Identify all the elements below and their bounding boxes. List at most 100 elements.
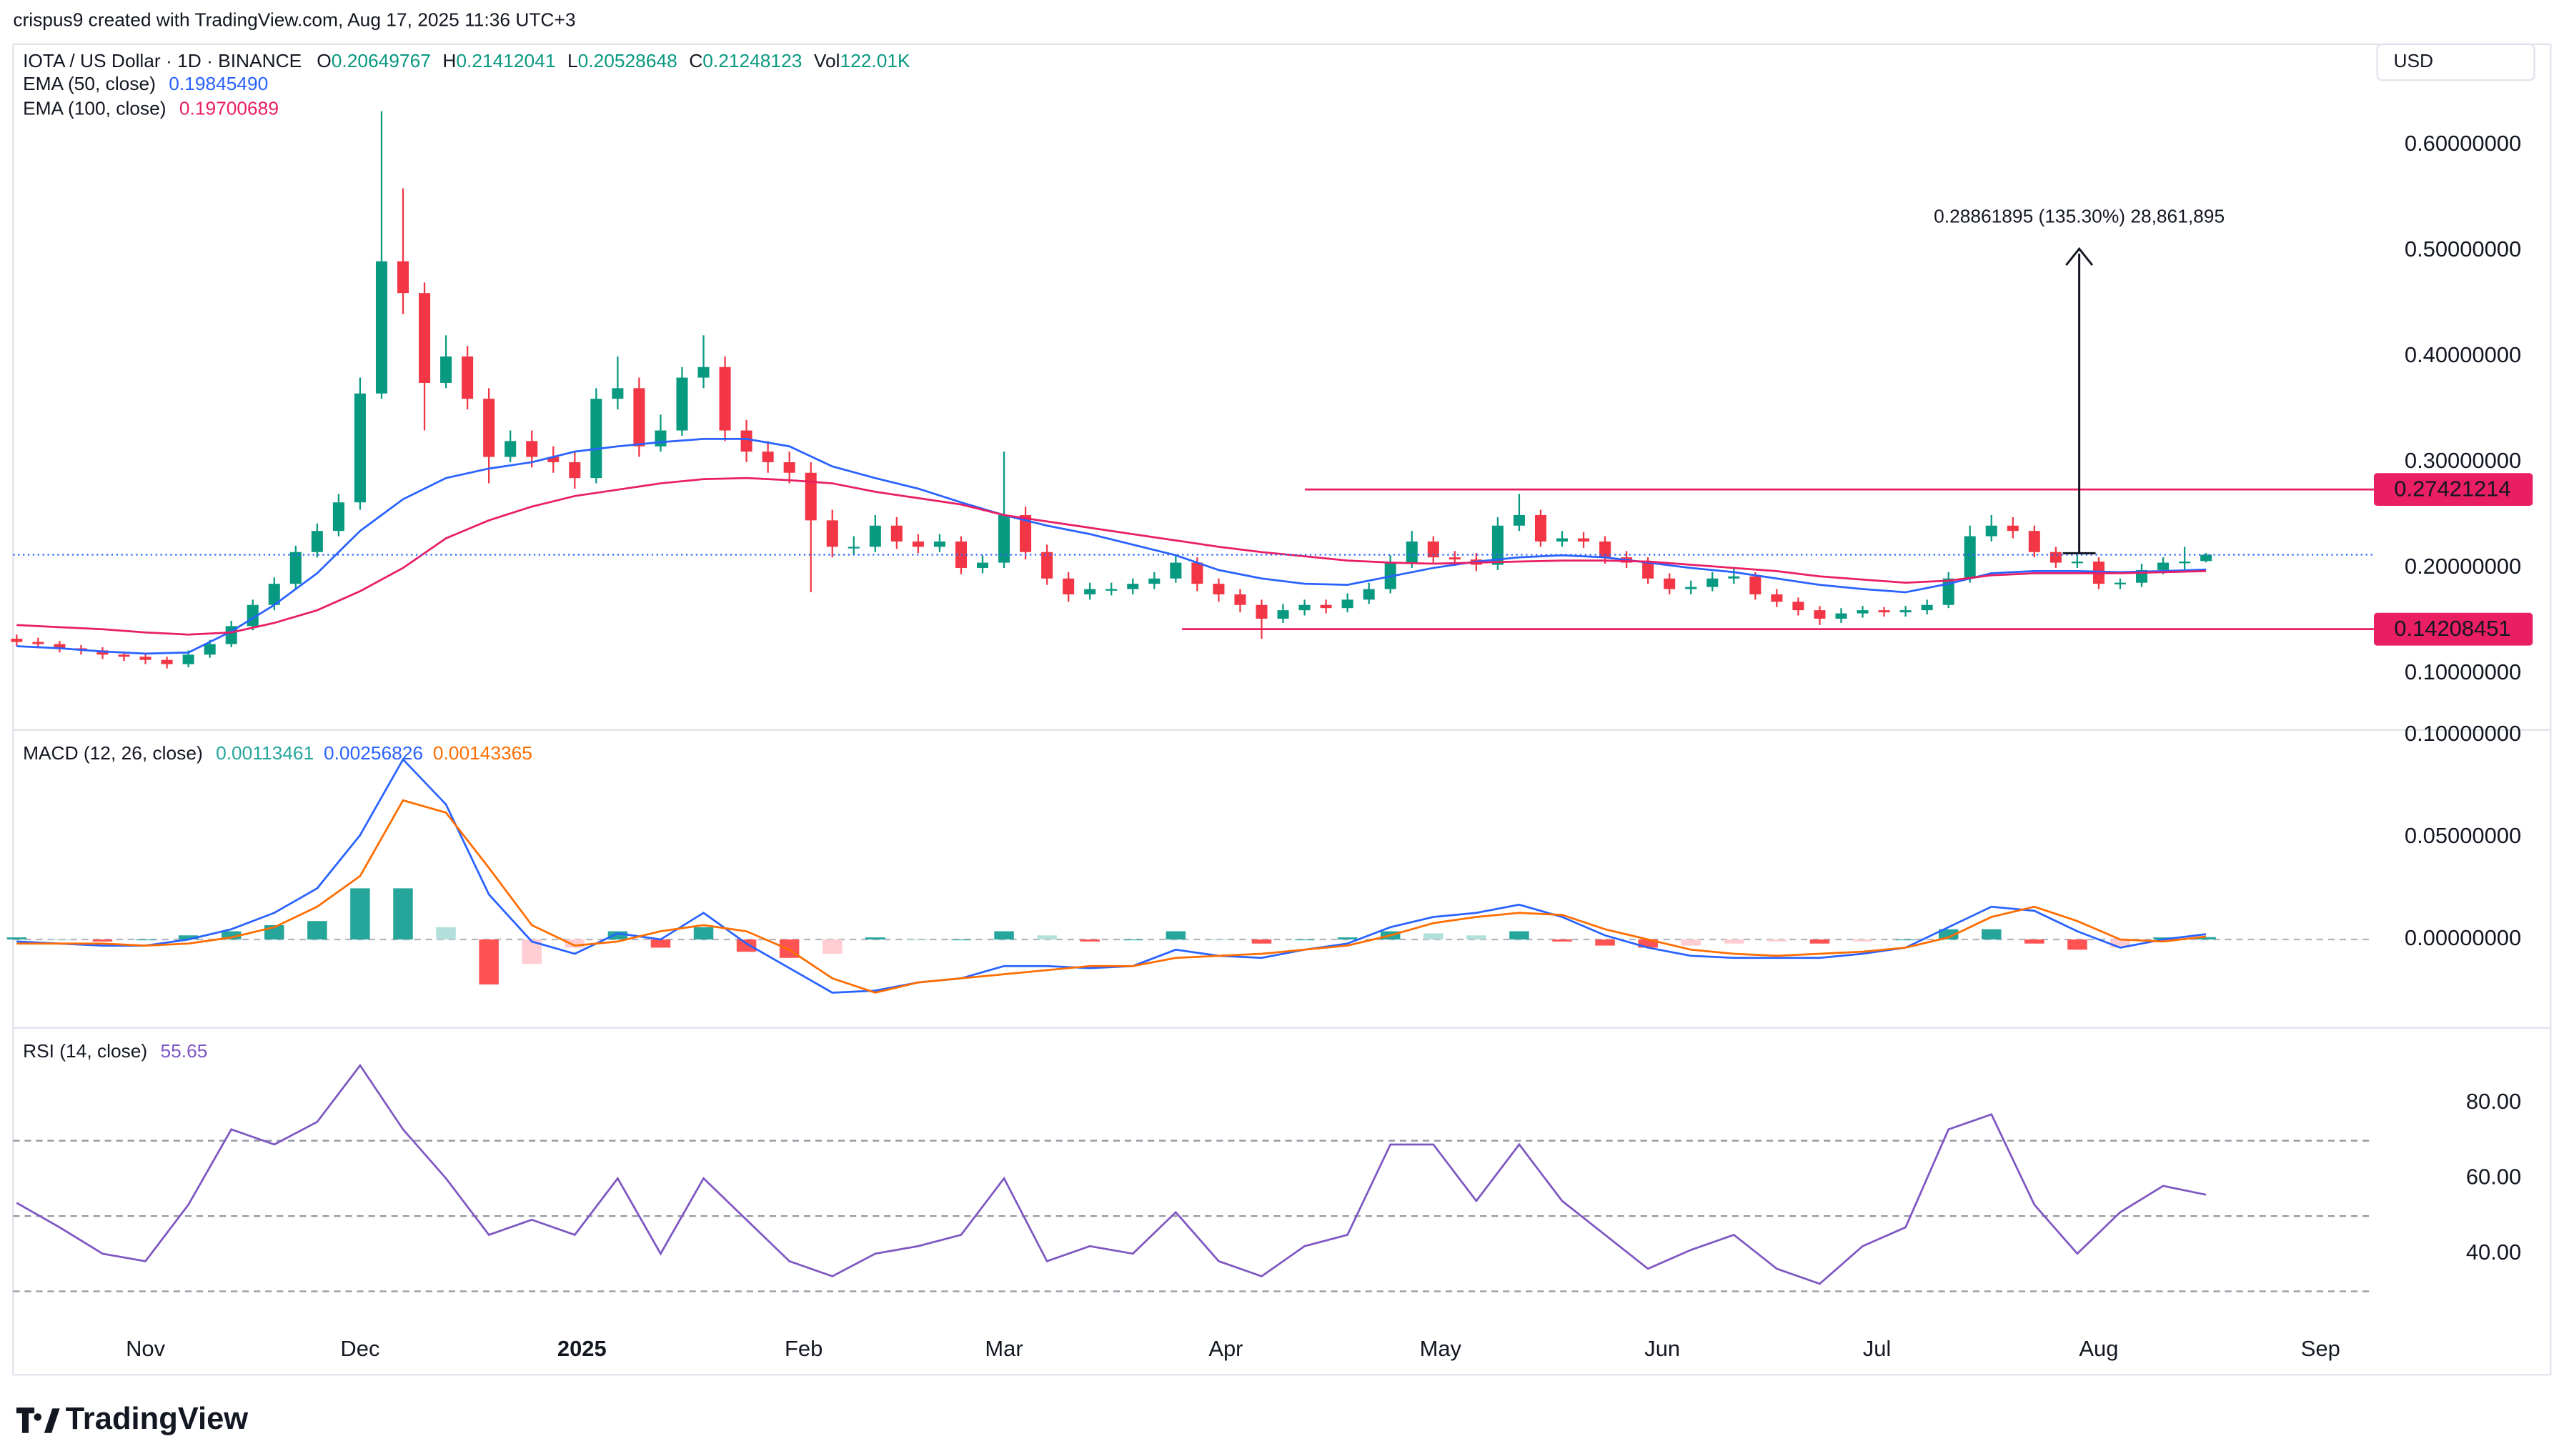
- legend-label: O: [317, 50, 331, 71]
- candle-body: [633, 388, 645, 447]
- macd-line: [16, 757, 2207, 994]
- legend-value: 0.21248123: [702, 50, 802, 71]
- histogram-bar: [1466, 935, 1486, 939]
- candle-body: [1771, 594, 1783, 602]
- candle-body: [1857, 610, 1869, 614]
- y-tick-label: 60.00: [2466, 1165, 2521, 1190]
- histogram-bar: [2024, 939, 2044, 944]
- candle-body: [2157, 562, 2170, 570]
- candle-body: [1664, 578, 1676, 589]
- candle-body: [2179, 562, 2191, 564]
- candle-body: [289, 552, 302, 584]
- candle-body: [2028, 531, 2040, 552]
- candle-body: [569, 462, 581, 479]
- candle-body: [1749, 576, 1762, 594]
- legend-value: 122.01K: [840, 50, 910, 71]
- y-tick-label: 0.30000000: [2405, 448, 2521, 473]
- candle-body: [1491, 525, 1504, 565]
- x-tick-label: Apr: [1208, 1336, 1243, 1361]
- legend-label: EMA (50, close): [23, 73, 156, 94]
- symbol-title: IOTA / US Dollar · 1D · BINANCE: [23, 50, 302, 71]
- histogram-bar: [1767, 939, 1787, 942]
- brand-logo: [16, 1407, 60, 1433]
- candle-body: [655, 430, 667, 447]
- histogram-bar: [307, 921, 327, 939]
- histogram-bar: [1724, 939, 1744, 944]
- rsi-line: [16, 1063, 2207, 1285]
- candle-body: [462, 356, 474, 399]
- candle-body: [783, 462, 795, 473]
- candle-body: [375, 261, 387, 394]
- histogram-bar: [2196, 937, 2216, 939]
- legend-label: EMA (100, close): [23, 97, 166, 119]
- x-tick-label: Jul: [1863, 1336, 1892, 1361]
- histogram-bar: [1294, 939, 1315, 941]
- histogram-bar: [1123, 939, 1143, 941]
- y-tick-label: 0.50000000: [2405, 236, 2521, 261]
- candle-body: [697, 367, 710, 378]
- candle-body: [1298, 604, 1311, 611]
- candle-body: [96, 650, 109, 655]
- candle-body: [1148, 578, 1161, 584]
- histogram-bar: [865, 937, 885, 939]
- candle-body: [1556, 538, 1569, 542]
- legend-label: MACD (12, 26, close): [23, 742, 203, 764]
- candle-body: [1191, 562, 1203, 584]
- legend-value: 0.00256826: [324, 742, 423, 764]
- x-tick-label: May: [1420, 1336, 1462, 1361]
- candle-body: [1513, 514, 1525, 526]
- candle-body: [1599, 541, 1611, 558]
- candle-body: [590, 399, 602, 479]
- macd-line: [16, 799, 2207, 994]
- histogram-bar: [951, 939, 971, 941]
- candle-body: [440, 356, 452, 383]
- x-tick-label: Sep: [2301, 1336, 2340, 1361]
- legend: IOTA / US Dollar · 1D · BINANCE O0.20649…: [23, 50, 910, 71]
- ema-line: [16, 477, 2207, 636]
- histogram-bar: [6, 937, 27, 939]
- candle-body: [1706, 578, 1719, 587]
- measure-arrow: 0.28861895 (135.30%) 28,861,895: [1934, 206, 2225, 554]
- x-tick-label: Aug: [2079, 1336, 2118, 1361]
- candle-body: [2200, 554, 2212, 562]
- candle-body: [1964, 536, 1976, 579]
- histogram-bar: [178, 935, 199, 939]
- histogram-bar: [1938, 929, 1959, 939]
- legend-label: RSI (14, close): [23, 1040, 147, 1062]
- histogram-bar: [393, 888, 413, 939]
- histogram-bar: [1337, 937, 1358, 939]
- candle-body: [2007, 525, 2019, 532]
- ema-line: [16, 438, 2207, 655]
- x-tick-label: Jun: [1644, 1336, 1680, 1361]
- candle-body: [1213, 584, 1225, 594]
- candle-body: [1685, 587, 1697, 589]
- brand: TradingView: [16, 1402, 248, 1436]
- candle-body: [1234, 594, 1246, 605]
- candle-body: [32, 642, 44, 644]
- candle-body: [1041, 552, 1053, 579]
- histogram-bar: [135, 939, 156, 941]
- candles: [11, 111, 2212, 669]
- candle-body: [204, 644, 216, 655]
- candle-body: [397, 261, 409, 294]
- histogram-bar: [822, 939, 843, 954]
- candle-body: [419, 293, 431, 383]
- histogram-bar: [994, 931, 1014, 939]
- candle-body: [1921, 604, 1933, 611]
- histogram-bar: [479, 939, 499, 984]
- histogram-bar: [49, 939, 70, 941]
- histogram-bar: [1423, 933, 1444, 939]
- measure-label: 0.28861895 (135.30%) 28,861,895: [1934, 206, 2225, 227]
- candle-body: [332, 502, 344, 532]
- histogram-bar: [1809, 939, 1830, 944]
- level-label: 0.27421214: [2394, 476, 2510, 501]
- candle-body: [268, 584, 280, 605]
- candle-body: [719, 367, 731, 431]
- candle-body: [1642, 562, 1654, 579]
- currency: USD: [2393, 50, 2433, 71]
- candle-body: [1363, 589, 1375, 600]
- candle-body: [998, 514, 1010, 563]
